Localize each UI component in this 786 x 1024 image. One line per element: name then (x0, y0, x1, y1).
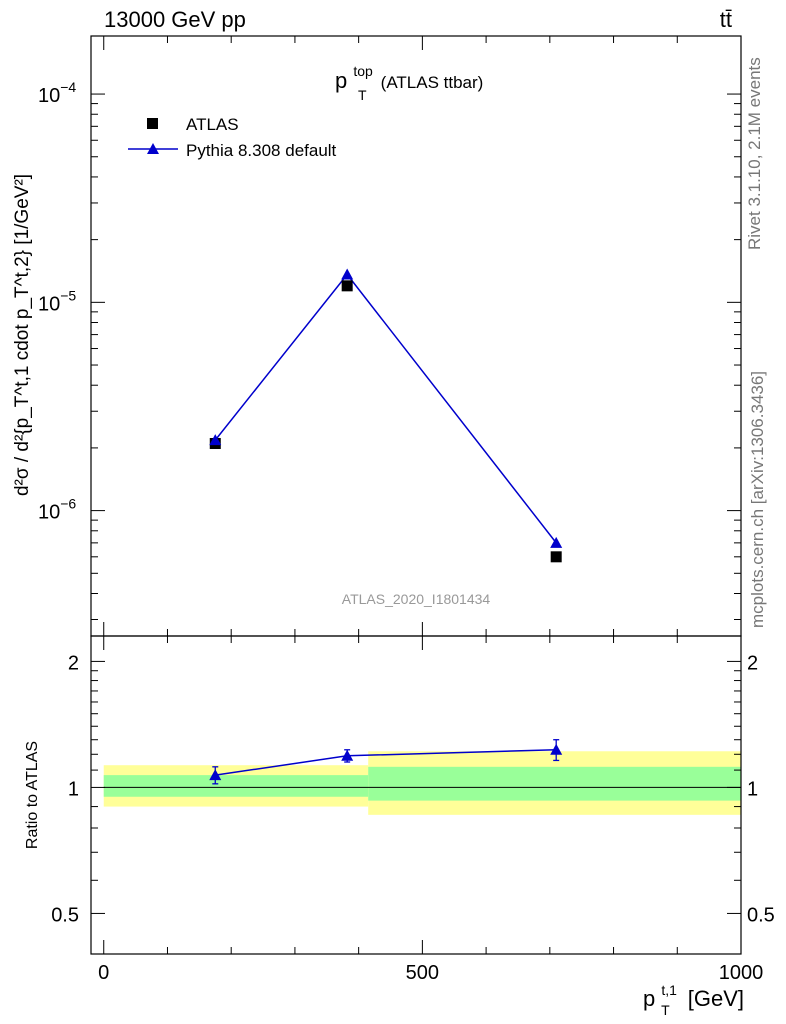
ratio-data-marks (209, 739, 563, 785)
ratio-inner-band (368, 766, 741, 801)
ratio-mc-point (341, 749, 354, 761)
plot-title-sub: T (358, 87, 367, 103)
ratio-uncertainty-bands (103, 751, 741, 815)
plot-title-sup: top (353, 63, 373, 79)
x-axis-label: p t,1 T [GeV] (643, 975, 744, 1020)
ratio-y-ticks: 0.5 0.5 1 1 2 2 (51, 652, 775, 926)
x-tick-label: 1000 (719, 962, 764, 984)
x-tick-label: 0 (98, 962, 109, 984)
legend-data-label: ATLAS (186, 115, 239, 134)
plot-title-suffix: (ATLAS ttbar) (381, 73, 484, 92)
mc-data-point (341, 268, 354, 280)
plot-title: p top T (ATLAS ttbar) (335, 56, 483, 105)
ratio-y-axis-label: Ratio to ATLAS (24, 741, 41, 849)
main-plot-panel: 10−4 10−5 10−6 p top T (ATLAS ttbar) ATLAS… (12, 35, 742, 637)
mc-series-line (214, 273, 557, 544)
ratio-y-tick-label: 2 (68, 652, 79, 674)
atlas-data-point (550, 551, 562, 563)
x-axis-label-sub: T (661, 1002, 670, 1018)
ratio-inner-band (103, 775, 369, 797)
legend-mc-marker (147, 143, 159, 154)
atlas-data-point (341, 280, 353, 292)
ratio-plot-frame (90, 635, 742, 955)
x-axis-label-unit: [GeV] (688, 986, 744, 1011)
main-y-tick-label: 10−6 (38, 496, 76, 524)
ratio-y-tick-label-right: 0.5 (747, 904, 775, 926)
x-axis-label-sup: t,1 (661, 982, 677, 998)
legend-data-marker (147, 118, 158, 129)
ratio-y-tick-label: 0.5 (51, 904, 79, 926)
analysis-watermark: ATLAS_2020_I1801434 (342, 591, 491, 607)
ratio-plot-panel: 0.5 0.5 1 1 2 2 Ratio to ATLAS (24, 635, 775, 955)
main-data-marks (209, 268, 563, 563)
legend-mc-label: Pythia 8.308 default (186, 141, 337, 160)
mc-data-point (209, 434, 222, 446)
ratio-y-tick-label: 1 (68, 778, 79, 800)
x-axis-ticks: 0 500 1000 (98, 36, 763, 984)
main-y-ticks: 10−4 10−5 10−6 (38, 79, 741, 621)
ratio-mc-point (209, 769, 222, 781)
main-y-tick-label: 10−4 (38, 79, 76, 107)
rivet-info-text: Rivet 3.1.10, 2.1M events (745, 57, 764, 250)
main-y-tick-label: 10−5 (38, 287, 76, 315)
header-energy-label: 13000 GeV pp (104, 7, 246, 32)
ratio-mc-point (550, 743, 563, 755)
main-y-axis-label: d²σ / d²{p_T^t,1 cdot p_T^t,2} [1/GeV²] (12, 174, 33, 496)
x-axis-label-main: p (643, 986, 655, 1011)
header-process-label: tt̄ (720, 7, 732, 32)
plot-title-main: p (335, 68, 347, 93)
mcplots-info-text: mcplots.cern.ch [arXiv:1306.3436] (748, 371, 767, 628)
ratio-y-tick-label-right: 1 (747, 778, 758, 800)
mc-data-point (550, 536, 563, 548)
legend: ATLAS Pythia 8.308 default (128, 115, 337, 160)
ratio-y-tick-label-right: 2 (747, 652, 758, 674)
x-tick-label: 500 (406, 962, 439, 984)
